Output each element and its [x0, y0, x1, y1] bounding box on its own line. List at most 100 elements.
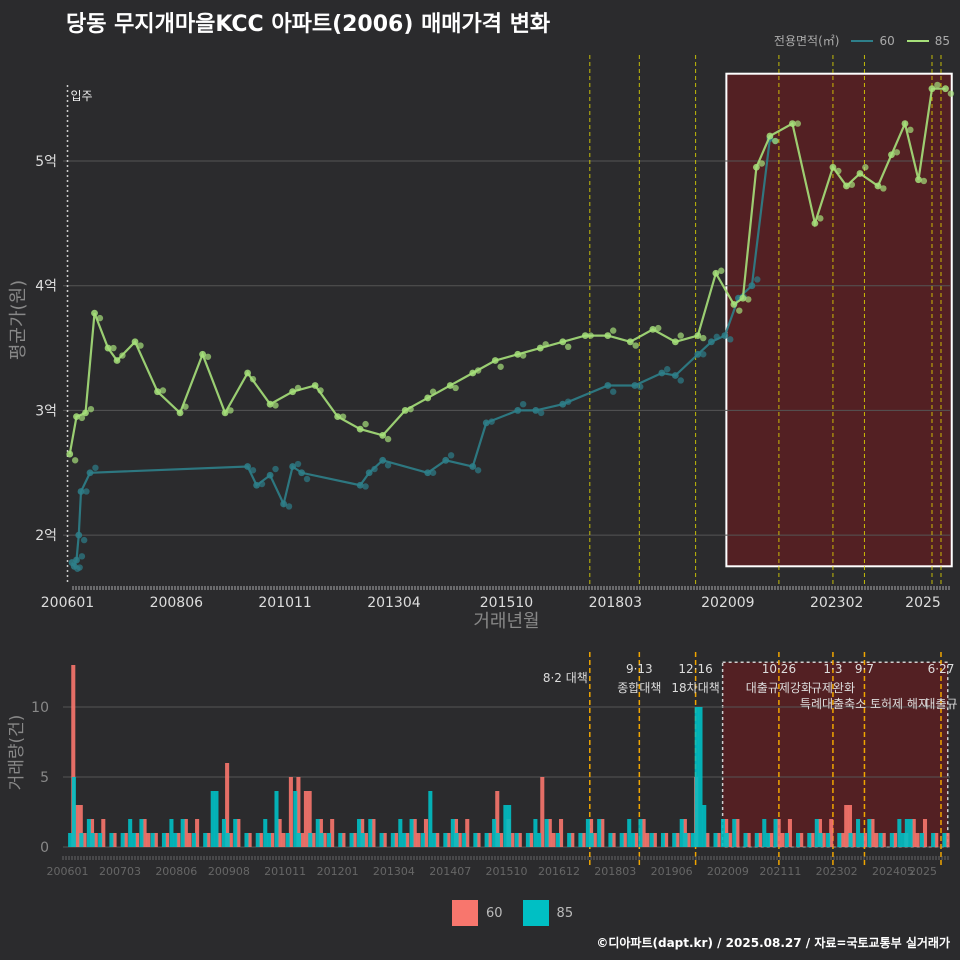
volume-bar-85	[537, 833, 542, 847]
volume-bar-60	[225, 763, 230, 847]
volume-bar-60	[183, 819, 188, 847]
data-point-60	[384, 462, 392, 469]
data-point-85	[204, 353, 212, 360]
data-point-85	[407, 405, 414, 413]
data-point-85	[718, 267, 725, 274]
data-point-60	[559, 400, 567, 408]
data-point-60	[482, 419, 490, 427]
volume-bar-60	[675, 833, 680, 847]
data-point-85	[928, 85, 936, 93]
volume-bar-85	[585, 819, 590, 847]
volume-bar-60	[874, 833, 879, 847]
data-point-85	[137, 342, 144, 349]
volume-bar-85	[349, 833, 354, 847]
data-point-60	[631, 382, 639, 389]
volume-bar-85	[567, 833, 572, 847]
volume-bar-60	[176, 833, 181, 847]
volume-bar-60	[581, 833, 586, 847]
volume-bar-85	[484, 833, 489, 847]
volume-bar-60	[746, 833, 751, 847]
volume-bar-85	[931, 833, 936, 847]
data-point-85	[356, 425, 364, 433]
data-point-85	[131, 338, 139, 346]
volume-bar-85	[285, 833, 290, 847]
volume-bar-60	[716, 833, 721, 847]
volume-bar-85	[161, 833, 166, 847]
volume-bar-85	[919, 833, 924, 847]
data-point-60	[564, 398, 572, 405]
data-point-85	[272, 402, 279, 409]
volume-bar-60	[416, 833, 421, 847]
volume-bar-85	[390, 833, 395, 847]
volume-bar-85	[225, 833, 230, 847]
data-point-85	[694, 332, 702, 339]
data-point-85	[87, 405, 95, 413]
volume-bar-60	[915, 833, 920, 847]
volume-bar-60	[236, 819, 241, 847]
data-point-85	[745, 296, 752, 303]
volume-bar-60	[307, 791, 312, 847]
data-point-85	[71, 457, 79, 464]
data-point-85	[626, 338, 634, 346]
data-point-85	[119, 352, 126, 359]
volume-bar-85	[169, 819, 174, 847]
price-y-tick: 3억	[35, 403, 57, 419]
data-point-85	[934, 81, 941, 89]
data-point-85	[289, 388, 297, 396]
volume-bar-60	[393, 833, 398, 847]
volume-bar-60	[634, 833, 639, 847]
data-point-85	[736, 307, 743, 314]
volume-bar-85	[293, 791, 298, 847]
data-point-85	[362, 420, 369, 428]
series-line-85	[68, 87, 946, 455]
volume-bar-85	[754, 833, 759, 847]
move-in-label: 입주	[71, 89, 93, 103]
volume-bar-60	[101, 819, 106, 847]
data-point-60	[429, 469, 437, 476]
volume-bar-85	[597, 819, 602, 847]
volume-bar-60	[187, 833, 192, 847]
volume-bar-85	[357, 819, 362, 847]
data-point-85	[888, 151, 895, 159]
volume-bar-85	[627, 819, 632, 847]
data-point-85	[182, 403, 189, 410]
volume-bar-60	[153, 833, 158, 847]
volume-bar-85	[255, 833, 260, 847]
volume-bar-85	[210, 791, 215, 847]
data-point-85	[848, 181, 856, 188]
volume-bar-85	[724, 833, 729, 847]
data-point-85	[655, 324, 662, 332]
volume-bar-60	[112, 833, 117, 847]
highlight-box	[725, 72, 953, 568]
data-point-85	[874, 182, 882, 190]
data-point-85	[794, 120, 802, 127]
area-legend: 전용면적(㎡) 60 85	[774, 32, 950, 49]
volume-bar-85	[856, 819, 861, 847]
volume-bar-85	[221, 819, 226, 847]
data-point-85	[536, 344, 544, 352]
volume-bar-85	[503, 805, 508, 847]
data-point-60	[442, 456, 450, 464]
data-point-85	[739, 294, 747, 302]
volume-bar-85	[694, 707, 699, 847]
legend-swatch-85	[906, 39, 929, 42]
volume-bar-85	[402, 833, 407, 847]
volume-bar-85	[98, 833, 103, 847]
price-x-tick: 202302	[810, 595, 863, 611]
data-point-60	[447, 452, 455, 459]
data-point-60	[707, 338, 715, 346]
data-point-60	[258, 480, 266, 488]
volume-bar-85	[203, 833, 208, 847]
volume-bar-85	[743, 833, 748, 847]
data-point-85	[73, 413, 80, 421]
volume-x-tick: 201407	[429, 865, 471, 878]
volume-bar-60	[75, 805, 80, 847]
data-point-60	[244, 463, 252, 470]
bar-legend-swatch-85	[522, 900, 549, 926]
legend-swatch-60	[851, 39, 874, 42]
volume-highlight-box	[721, 661, 949, 848]
data-point-85	[78, 414, 86, 422]
volume-bar-60	[322, 833, 327, 847]
volume-x-tick: 200601	[47, 865, 89, 878]
volume-bar-60	[600, 819, 605, 847]
